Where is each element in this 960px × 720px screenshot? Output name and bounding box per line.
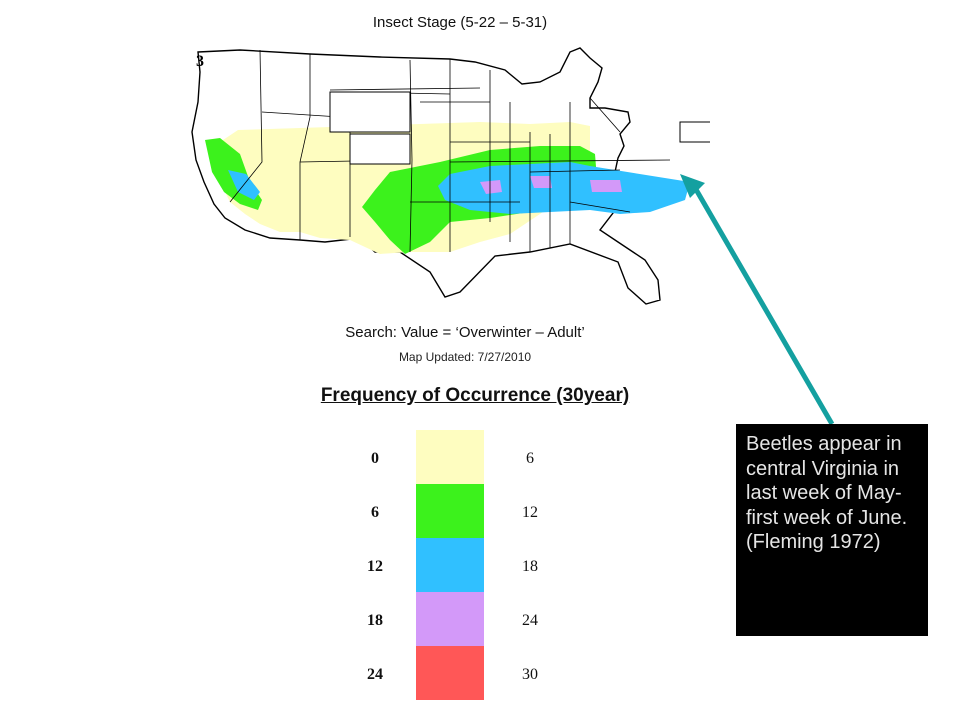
map-updated: Map Updated: 7/27/2010 [398,350,532,364]
legend-swatch-3 [416,592,484,646]
legend-high-0: 6 [526,450,534,467]
arrow-shaft [691,184,835,426]
legend-title: Frequency of Occurrence (30year) [320,385,630,406]
search-caption: Search: Value = ‘Overwinter – Adult’ [345,324,585,341]
legend-high-2: 18 [522,558,538,575]
legend-high-1: 12 [522,504,538,521]
state-boundaries [229,49,671,253]
legend-swatch-4 [416,646,484,700]
us-map: 3 [191,47,710,305]
legend-high-3: 24 [522,612,538,629]
annotation-box: Beetles appear in central Virginia in la… [736,424,928,636]
legend-low-4: 24 [367,666,383,683]
legend-low-3: 18 [367,612,383,629]
zone-18-24 [480,176,622,194]
legend-low-1: 6 [371,504,379,521]
state-label: 3 [196,53,204,70]
map-title: Insect Stage (5-22 – 5-31) [372,14,548,31]
legend-swatch-2 [416,538,484,592]
state-blocks [329,91,710,165]
legend-low-0: 0 [371,450,379,467]
zone-12-18 [438,162,690,214]
legend-high-4: 30 [522,666,538,683]
legend-low-2: 12 [367,558,383,575]
arrow-head [680,174,705,198]
legend-swatch-0 [416,430,484,484]
legend-swatch-1 [416,484,484,538]
